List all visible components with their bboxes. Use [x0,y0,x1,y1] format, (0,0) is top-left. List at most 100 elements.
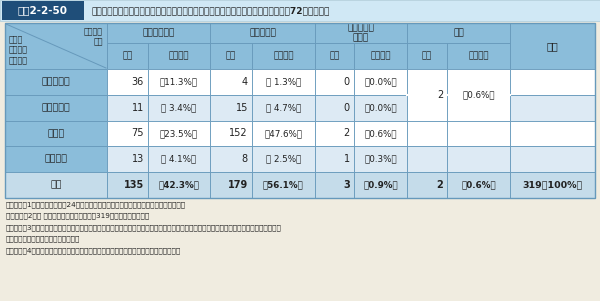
Bar [107,43,148,69]
Text: 2: 2 [344,129,350,138]
Bar [407,172,447,198]
Text: （56.1%）: （56.1%） [263,181,304,190]
Text: 紙媒体のみ: 紙媒体のみ [249,29,276,38]
Bar [510,172,595,198]
Bar [407,43,447,69]
Bar [210,146,252,172]
Bar [252,43,315,69]
Bar [315,172,354,198]
Bar [407,146,447,172]
Bar [148,146,210,172]
Text: 漏えいした情報に対する暗号化等の情報保護措置を特段講じていなかった事案が約72％を占める: 漏えいした情報に対する暗号化等の情報保護措置を特段講じていなかった事案が約72％… [91,6,329,15]
Bar [510,95,595,121]
Bar [315,43,354,69]
Bar [148,69,210,95]
Text: （割合）: （割合） [468,51,489,61]
Text: 11: 11 [132,103,144,113]
Text: 152: 152 [229,129,248,138]
Text: （0.9%）: （0.9%） [363,181,398,190]
Text: （0.6%）: （0.6%） [461,181,496,190]
Text: 不明: 不明 [453,29,464,38]
Text: （ 4.1%）: （ 4.1%） [161,155,197,164]
Text: （0.6%）: （0.6%） [462,90,495,99]
Bar [210,121,252,146]
Bar [2,1,84,20]
Bar [210,95,252,121]
Bar [148,95,210,121]
Bar [210,43,252,69]
Bar [5,23,107,69]
Text: じられた措置をいう。: じられた措置をいう。 [6,235,80,242]
Text: （0.3%）: （0.3%） [364,155,397,164]
Bar [354,43,407,69]
Text: 措置不明: 措置不明 [44,155,67,164]
Bar [447,172,510,198]
Bar [447,146,510,172]
Bar [5,172,107,198]
Bar [0,0,600,21]
Text: 0: 0 [344,77,350,87]
Bar [148,43,210,69]
Text: （0.0%）: （0.0%） [364,77,397,86]
Text: （42.3%）: （42.3%） [158,181,199,190]
Text: 電子媒体と
紙媒体: 電子媒体と 紙媒体 [347,23,374,43]
Bar [315,69,354,95]
Bar [354,69,407,95]
Text: 2: 2 [436,180,443,190]
Bar [315,146,354,172]
Text: 3．暗号化等の情報保護措置とは、情報の暗号化や紛失したパソコンへのパスワードによるアクセス制限等、情報保護のために講: 3．暗号化等の情報保護措置とは、情報の暗号化や紛失したパソコンへのパスワードによ… [6,224,282,231]
Text: （備考）　1．消費者庁「平成24年度個人情報の保護に関する法律　施行状況の概要」。: （備考） 1．消費者庁「平成24年度個人情報の保護に関する法律 施行状況の概要」… [6,201,186,208]
Text: 75: 75 [131,129,144,138]
Text: 15: 15 [236,103,248,113]
Text: 図表2-2-50: 図表2-2-50 [18,5,68,15]
Text: 措置無: 措置無 [47,129,65,138]
Text: 36: 36 [132,77,144,87]
Bar [107,69,148,95]
Bar [5,95,107,121]
Bar [315,95,354,121]
Text: （割合）: （割合） [273,51,294,61]
Text: 件数: 件数 [226,51,236,61]
Text: 件数: 件数 [122,51,133,61]
Text: （ 3.4%）: （ 3.4%） [161,103,197,112]
Text: 135: 135 [124,180,144,190]
Text: （割合）: （割合） [169,51,189,61]
Text: 179: 179 [228,180,248,190]
Bar [5,146,107,172]
Text: 8: 8 [242,154,248,164]
Text: 2．（ ）内は、漏えい事案全体（319件）に対する割合。: 2．（ ）内は、漏えい事案全体（319件）に対する割合。 [6,213,149,219]
Bar [252,146,315,172]
Bar [107,121,148,146]
Bar [148,172,210,198]
Text: （ 2.5%）: （ 2.5%） [266,155,301,164]
Text: 0: 0 [344,103,350,113]
Bar [510,23,595,69]
Bar [354,121,407,146]
Bar [354,95,407,121]
Text: （23.5%）: （23.5%） [160,129,198,138]
Text: 2: 2 [437,90,443,100]
Text: 合計: 合計 [547,41,559,51]
Text: 全部措置有: 全部措置有 [41,77,70,86]
Bar [252,69,315,95]
Text: （ 4.7%）: （ 4.7%） [266,103,301,112]
Bar [5,23,595,198]
Bar [510,121,595,146]
Text: 3: 3 [343,180,350,190]
Text: （割合）: （割合） [370,51,391,61]
Text: （0.6%）: （0.6%） [364,129,397,138]
Bar [252,95,315,121]
Bar [210,69,252,95]
Text: 1: 1 [344,154,350,164]
Text: 暗号化
等の情報
保護措置: 暗号化 等の情報 保護措置 [9,35,28,65]
Bar [447,69,510,121]
Bar [407,121,447,146]
Text: 件数: 件数 [329,51,340,61]
Bar [252,172,315,198]
Text: 電子媒体のみ: 電子媒体のみ [142,29,175,38]
Bar [210,172,252,198]
Bar [315,23,407,43]
Bar [107,23,210,43]
Bar [510,146,595,172]
Bar [148,121,210,146]
